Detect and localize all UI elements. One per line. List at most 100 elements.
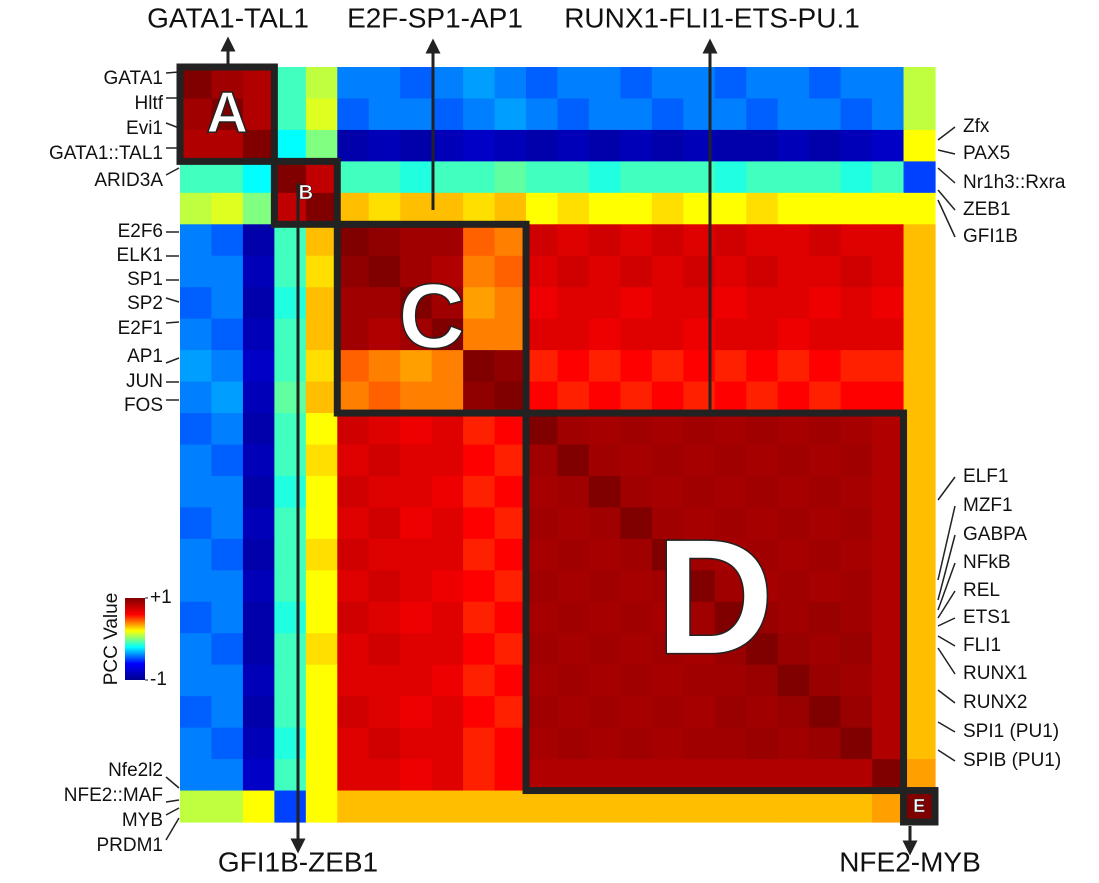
cell xyxy=(777,538,810,571)
cell xyxy=(840,192,873,225)
cell xyxy=(588,727,622,760)
cell xyxy=(463,507,496,540)
cell xyxy=(872,601,905,634)
cell xyxy=(557,538,590,571)
cell xyxy=(903,475,936,509)
cell xyxy=(494,696,527,729)
cell xyxy=(872,129,905,162)
leader-line xyxy=(937,126,956,141)
leader-line xyxy=(165,122,180,129)
leader-line xyxy=(165,357,180,364)
cell xyxy=(651,192,684,225)
cell xyxy=(431,538,464,571)
cell xyxy=(714,507,747,540)
cell xyxy=(337,318,370,351)
cell xyxy=(400,287,433,320)
cell xyxy=(557,696,590,729)
cell xyxy=(620,475,653,509)
cell xyxy=(840,475,873,509)
cluster-letter: E xyxy=(913,796,925,816)
cell xyxy=(431,350,464,383)
cell xyxy=(242,790,275,823)
row-label: Evi1 xyxy=(126,118,163,139)
row-label: JUN xyxy=(126,371,163,392)
cell xyxy=(777,790,810,823)
cell xyxy=(400,696,433,729)
cell xyxy=(211,507,244,540)
cell xyxy=(180,444,213,477)
cell xyxy=(588,350,622,383)
cell xyxy=(211,161,244,194)
cell xyxy=(872,98,905,131)
cell xyxy=(588,192,622,225)
cell xyxy=(180,350,213,383)
cluster-box xyxy=(270,157,341,228)
cell xyxy=(714,129,747,162)
cell xyxy=(400,475,433,509)
cell xyxy=(242,664,275,697)
row-label: Nfe2l2 xyxy=(108,760,163,781)
cell xyxy=(526,381,559,414)
cell xyxy=(746,318,779,351)
row-label: ELF1 xyxy=(963,466,1008,487)
cell xyxy=(305,601,338,634)
cell xyxy=(337,538,370,571)
cell xyxy=(777,570,810,603)
cell xyxy=(840,664,873,697)
cell xyxy=(274,475,307,509)
cell xyxy=(840,224,873,257)
cell xyxy=(714,67,747,100)
cell xyxy=(526,507,559,540)
cell xyxy=(746,381,779,414)
colorbar-tick-label: +1 xyxy=(150,587,172,608)
cell xyxy=(463,664,496,697)
cell xyxy=(337,664,370,697)
cell xyxy=(588,161,622,194)
cell xyxy=(809,255,842,288)
cell xyxy=(242,601,275,634)
cell xyxy=(526,727,559,760)
cell xyxy=(463,350,496,383)
cell xyxy=(714,318,747,351)
leader-line xyxy=(937,617,956,627)
cell xyxy=(242,318,275,351)
cell xyxy=(526,287,559,320)
cell xyxy=(809,696,842,729)
cell xyxy=(242,129,275,162)
cell xyxy=(651,224,684,257)
leader-line xyxy=(165,817,180,841)
cell xyxy=(809,129,842,162)
cell xyxy=(494,507,527,540)
cell xyxy=(557,633,590,666)
cell xyxy=(651,507,684,540)
row-label: PRDM1 xyxy=(96,835,163,856)
cell xyxy=(809,790,842,823)
cell xyxy=(400,601,433,634)
cell xyxy=(242,570,275,603)
leader-line xyxy=(165,776,180,789)
cell xyxy=(463,759,496,792)
cell xyxy=(274,381,307,414)
cell xyxy=(337,727,370,760)
cell xyxy=(180,570,213,603)
cell xyxy=(494,318,527,351)
cell xyxy=(274,538,307,571)
cell xyxy=(777,255,810,288)
cell xyxy=(557,287,590,320)
cell xyxy=(274,444,307,477)
cell xyxy=(683,790,716,823)
row-label: SPI1 (PU1) xyxy=(963,721,1059,742)
cell xyxy=(368,664,401,697)
leader-line xyxy=(937,534,956,601)
cell xyxy=(368,538,401,571)
cell xyxy=(305,664,338,697)
cell xyxy=(180,727,213,760)
cell xyxy=(494,287,527,320)
cell xyxy=(777,727,810,760)
cell xyxy=(683,696,716,729)
cell xyxy=(305,475,338,509)
leader-line xyxy=(165,297,180,303)
cell xyxy=(651,129,684,162)
cell xyxy=(211,381,244,414)
cell xyxy=(494,790,527,823)
